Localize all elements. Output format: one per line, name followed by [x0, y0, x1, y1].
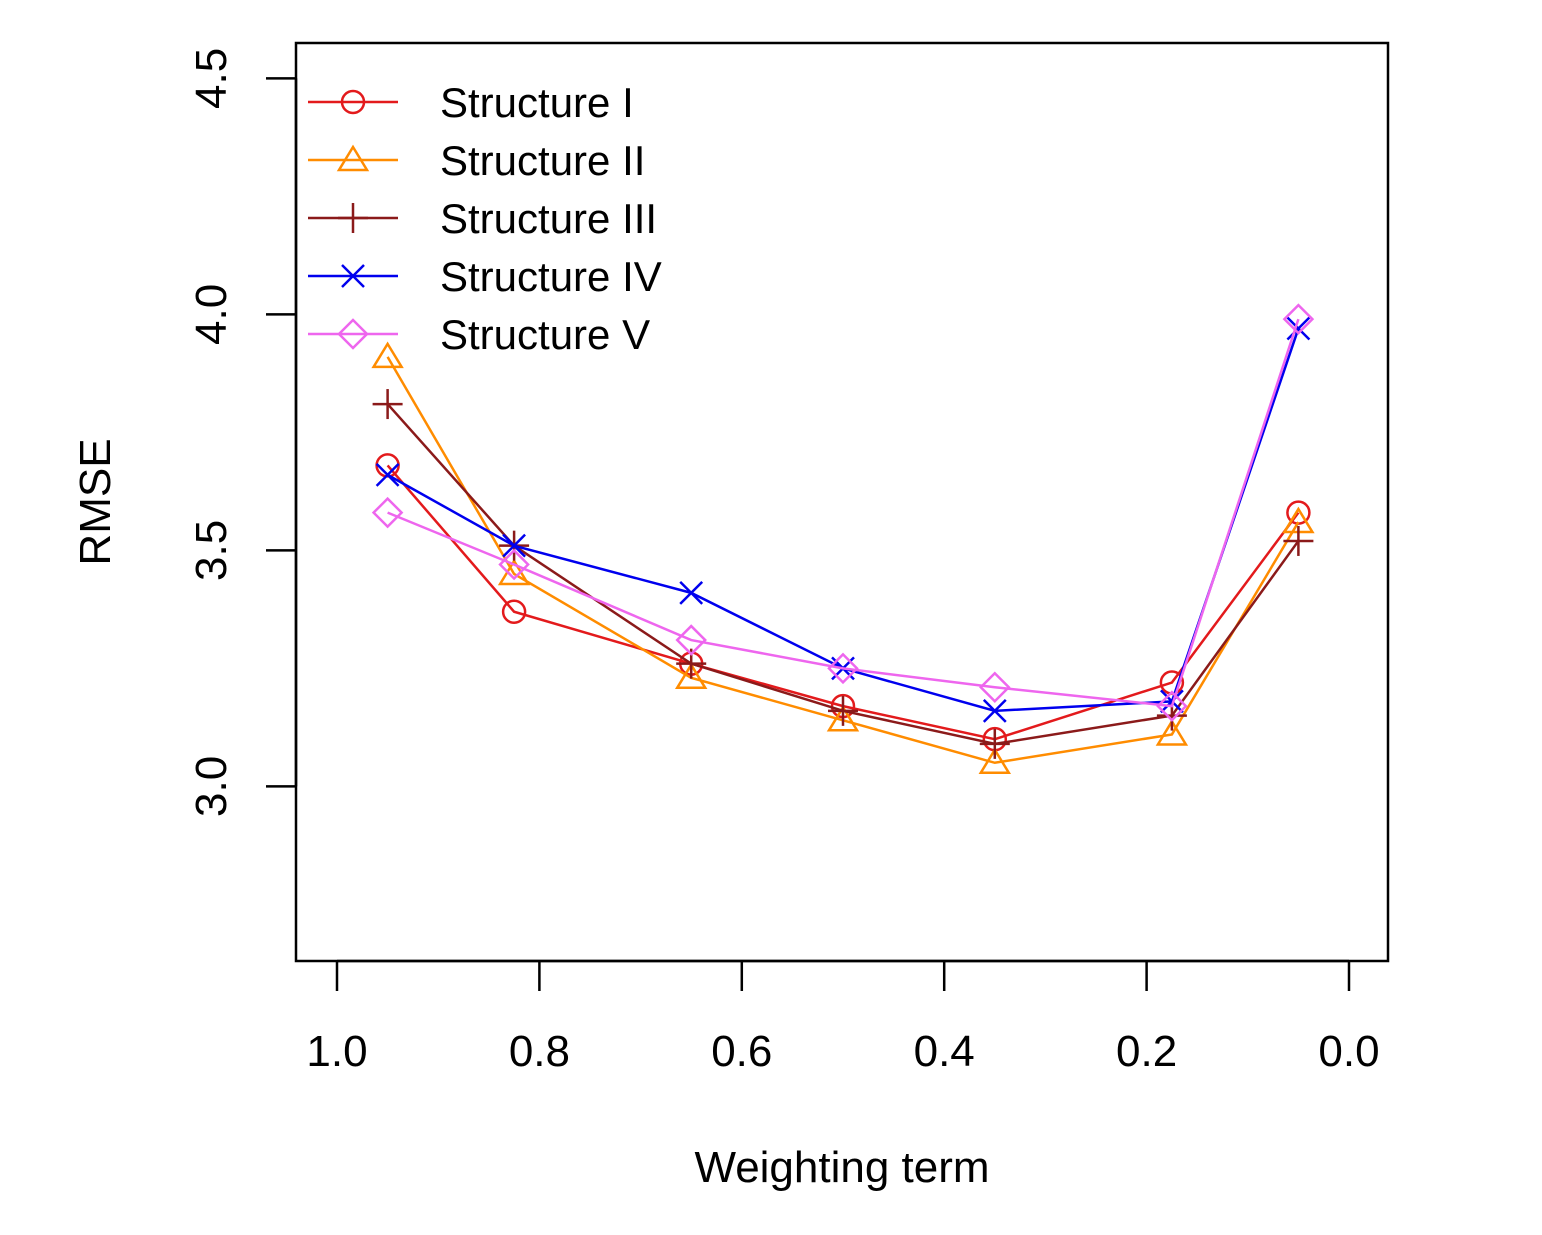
data-point-marker [502, 533, 526, 558]
data-point-marker [375, 462, 400, 487]
data-point-marker [978, 747, 1012, 775]
y-tick-label: 3.5 [187, 520, 236, 581]
legend-swatch-marker [336, 144, 370, 172]
data-point-marker [982, 698, 1007, 723]
data-point-marker [1286, 316, 1311, 341]
series-5 [371, 303, 1315, 722]
x-tick-label: 0.2 [1116, 1027, 1177, 1076]
legend-entry: Structure I [308, 79, 634, 126]
legend-label: Structure IV [440, 253, 662, 300]
data-point-marker [826, 704, 860, 732]
x-tick-label: 0.8 [509, 1027, 570, 1076]
data-point-marker [679, 580, 704, 605]
data-point-marker [1156, 690, 1188, 722]
data-point-marker [498, 548, 530, 581]
data-point-marker [1283, 525, 1314, 556]
data-point-marker [674, 662, 708, 690]
data-point-marker [1155, 719, 1189, 746]
data-point-marker [979, 728, 1010, 759]
legend-swatch-marker [337, 318, 369, 350]
x-axis-title: Weighting term [694, 1143, 989, 1192]
legend-entry: Structure III [308, 195, 657, 242]
data-point-marker [979, 671, 1011, 704]
data-point-marker [828, 695, 858, 726]
legend-entry: Structure V [308, 311, 650, 358]
x-tick-label: 0.0 [1318, 1027, 1379, 1076]
legend-label: Structure I [440, 79, 634, 126]
series-line [387, 318, 1300, 708]
y-tick-label: 4.0 [187, 284, 236, 345]
series-layer [371, 303, 1315, 775]
series-4 [375, 316, 1311, 723]
x-tick-label: 0.4 [914, 1027, 975, 1076]
data-point-marker [371, 496, 404, 529]
y-tick-label: 4.5 [187, 48, 236, 109]
y-axis-title: RMSE [71, 438, 120, 565]
legend-label: Structure II [440, 137, 645, 184]
x-axis: 1.0 0.8 0.6 0.4 0.2 0.0 [306, 959, 1380, 1076]
data-point-marker [1282, 303, 1315, 335]
data-point-marker [675, 624, 707, 656]
legend-entry: Structure IV [308, 253, 662, 300]
data-point-marker [1160, 689, 1184, 714]
y-axis: 3.0 3.5 4.0 4.5 [187, 48, 298, 817]
legend-swatch-marker [341, 264, 365, 288]
legend-label: Structure III [440, 195, 657, 242]
legend-swatch-marker [338, 203, 368, 233]
legend-entry: Structure II [308, 137, 645, 184]
legend-label: Structure V [440, 311, 650, 358]
x-tick-label: 0.6 [711, 1027, 772, 1076]
data-point-marker [827, 652, 859, 685]
data-point-marker [501, 599, 527, 624]
data-point-marker [372, 389, 403, 420]
legend-swatch-marker [340, 89, 366, 115]
y-tick-label: 3.0 [187, 756, 236, 817]
legend: Structure I Structure II Structure III Stru… [308, 79, 662, 358]
x-tick-label: 1.0 [306, 1027, 367, 1076]
data-point-marker [371, 341, 404, 369]
